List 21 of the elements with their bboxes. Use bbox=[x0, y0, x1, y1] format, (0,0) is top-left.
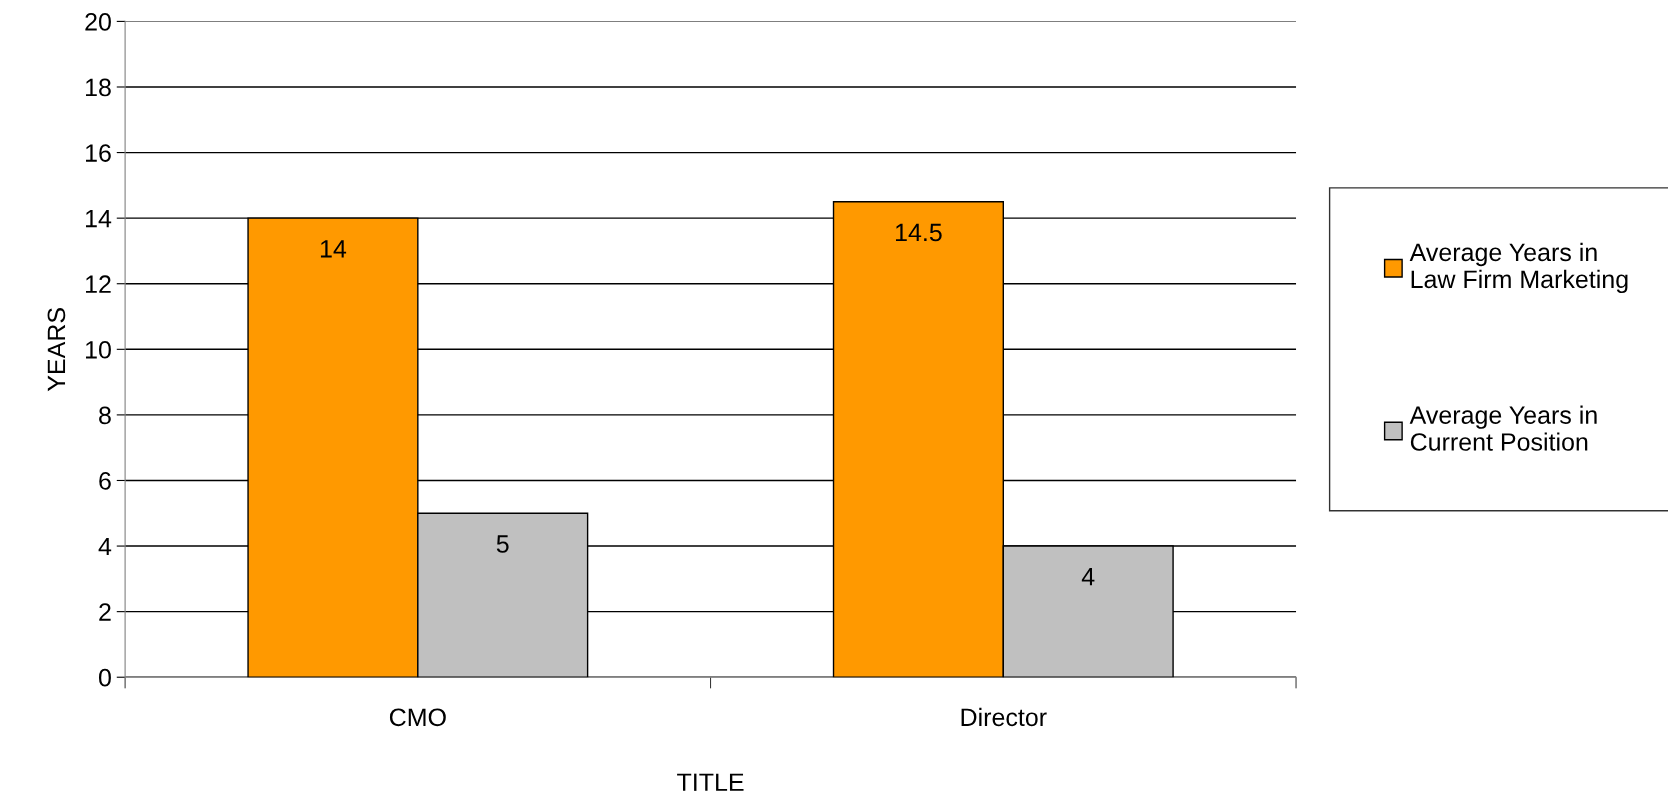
data-label: 14 bbox=[320, 240, 347, 258]
y-tick-label: 4 bbox=[98, 537, 112, 556]
y-tick-label: 6 bbox=[99, 472, 111, 490]
y-tick-label: 20 bbox=[85, 13, 111, 31]
y-axis-title: YEARS bbox=[47, 308, 66, 392]
legend-label: Average Years in Law Firm Marketing bbox=[1409, 242, 1628, 294]
data-label: 4 bbox=[1081, 568, 1095, 586]
y-tick-label: 0 bbox=[98, 668, 111, 687]
y-tick-label: 10 bbox=[86, 340, 111, 359]
y-tick-label: 12 bbox=[86, 275, 111, 293]
y-tick-label: 16 bbox=[86, 144, 111, 162]
x-axis-title: TITLE bbox=[677, 773, 744, 791]
x-tick-label: CMO bbox=[389, 708, 446, 727]
data-label: 14.5 bbox=[895, 223, 942, 242]
y-tick-label: 2 bbox=[99, 603, 111, 621]
legend-label: Average Years in Current Position bbox=[1409, 405, 1597, 451]
x-tick-label: Director bbox=[961, 707, 1047, 727]
data-label: 5 bbox=[496, 535, 509, 553]
y-tick-label: 14 bbox=[86, 210, 112, 228]
y-tick-label: 8 bbox=[99, 406, 111, 425]
y-tick-label: 18 bbox=[86, 78, 111, 97]
